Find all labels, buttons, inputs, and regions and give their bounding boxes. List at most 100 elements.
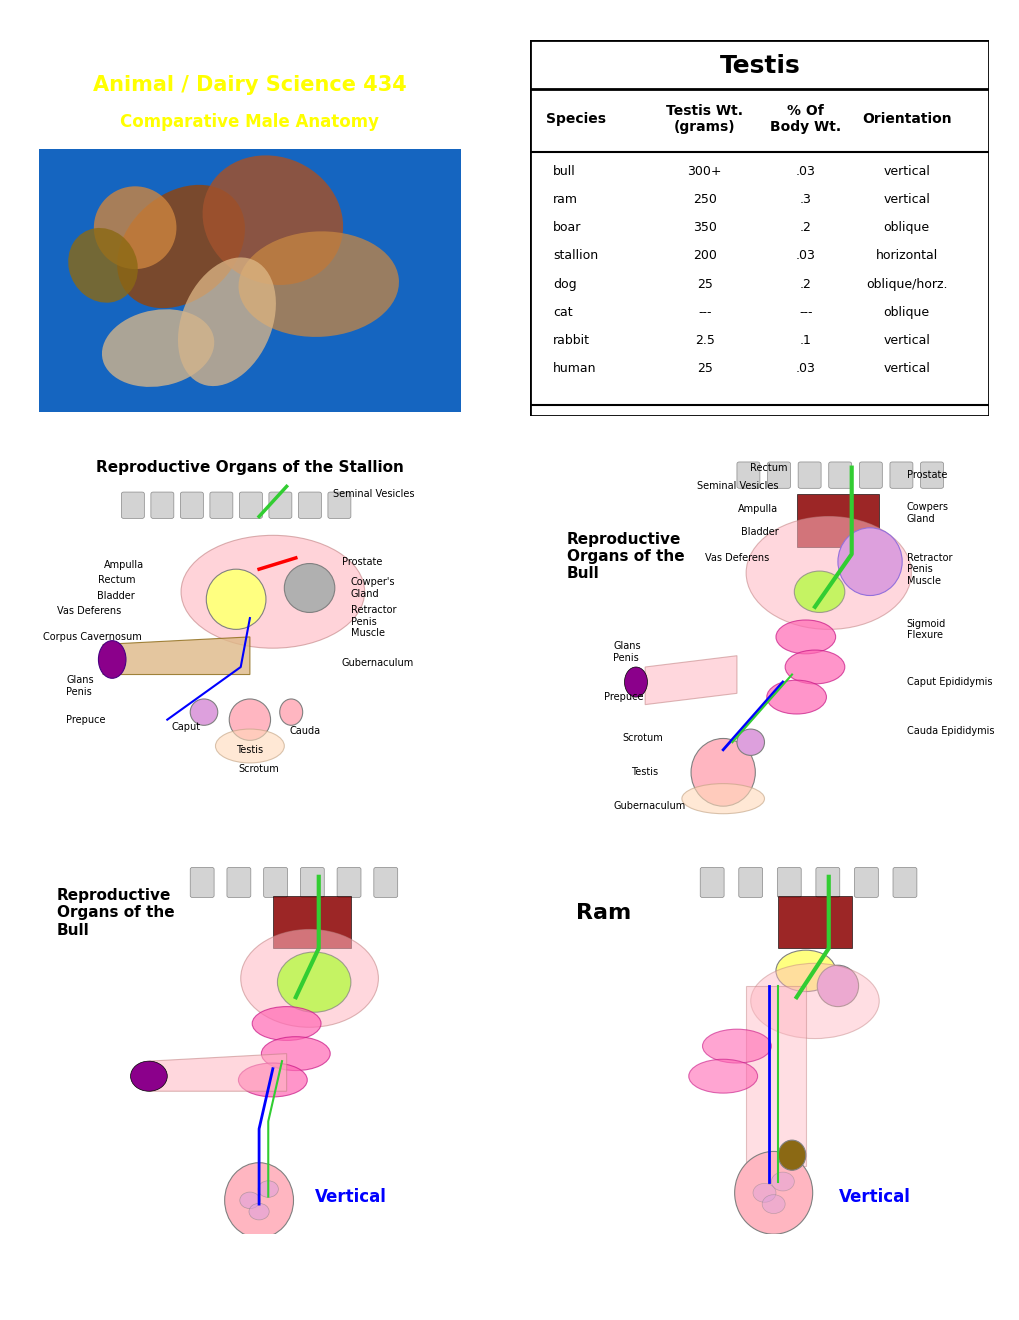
FancyBboxPatch shape [374,867,397,898]
Text: horizontal: horizontal [874,249,937,263]
Text: Gubernaculum: Gubernaculum [612,801,685,812]
Text: Ram: Ram [576,903,631,923]
Ellipse shape [94,186,176,269]
Text: Reproductive Organs of the Stallion: Reproductive Organs of the Stallion [96,461,404,475]
Text: Ampulla: Ampulla [738,504,777,513]
Ellipse shape [261,1036,330,1071]
Ellipse shape [838,528,902,595]
FancyBboxPatch shape [920,462,943,488]
Text: Vertical: Vertical [315,1188,386,1205]
Text: cat: cat [553,306,573,319]
Circle shape [752,1184,775,1203]
Text: Scrotum: Scrotum [622,734,662,743]
Text: oblique/horz.: oblique/horz. [865,277,947,290]
Text: Retractor
Penis
Muscle: Retractor Penis Muscle [906,553,952,586]
Ellipse shape [766,680,825,714]
Text: Sigmoid
Flexure: Sigmoid Flexure [906,619,945,640]
Text: Animal / Dairy Science 434: Animal / Dairy Science 434 [93,75,407,95]
Text: .2: .2 [799,277,811,290]
Text: Testis: Testis [236,744,263,755]
Ellipse shape [203,156,342,285]
FancyBboxPatch shape [815,867,839,898]
Text: .3: .3 [799,193,811,206]
Polygon shape [746,986,805,1167]
Text: 2.5: 2.5 [694,334,714,347]
Text: Rectum: Rectum [98,576,136,586]
Ellipse shape [777,1140,805,1171]
Text: 300+: 300+ [687,165,721,178]
Ellipse shape [794,572,844,612]
Text: Scrotum: Scrotum [238,763,279,774]
FancyBboxPatch shape [191,867,214,898]
Text: 350: 350 [692,222,716,234]
Text: 200: 200 [692,249,716,263]
Ellipse shape [734,1151,812,1234]
Text: Prostate: Prostate [341,557,382,566]
Text: Rectum: Rectum [749,462,787,473]
Text: Corpus Cavernosum: Corpus Cavernosum [44,632,142,642]
Ellipse shape [229,700,270,741]
Circle shape [770,1172,794,1191]
Text: Caput: Caput [171,722,200,733]
Circle shape [130,1061,167,1092]
FancyBboxPatch shape [776,867,801,898]
Text: Cowpers
Gland: Cowpers Gland [906,502,948,524]
FancyBboxPatch shape [797,462,820,488]
Circle shape [258,1181,278,1197]
Circle shape [249,1204,269,1220]
Text: Prepuce: Prepuce [66,714,106,725]
FancyBboxPatch shape [889,462,912,488]
FancyBboxPatch shape [854,867,877,898]
Text: % Of
Body Wt.: % Of Body Wt. [769,103,841,133]
Ellipse shape [102,309,214,387]
Text: .03: .03 [795,249,815,263]
Text: ---: --- [798,306,812,319]
Text: Testis: Testis [631,767,658,777]
Text: Bladder: Bladder [97,590,136,601]
Text: Cauda: Cauda [289,726,320,737]
FancyBboxPatch shape [39,149,461,412]
Polygon shape [796,494,878,546]
Text: Vas Deferens: Vas Deferens [704,553,768,562]
Ellipse shape [279,700,303,725]
Ellipse shape [215,729,284,763]
Text: bull: bull [553,165,576,178]
Text: Vertical: Vertical [838,1188,910,1205]
Text: Testis: Testis [718,54,800,78]
Polygon shape [149,1053,286,1092]
Polygon shape [273,896,351,948]
Ellipse shape [240,929,378,1027]
FancyBboxPatch shape [893,867,916,898]
Text: vertical: vertical [882,362,929,375]
FancyBboxPatch shape [828,462,851,488]
Ellipse shape [238,1063,307,1097]
Text: Reproductive
Organs of the
Bull: Reproductive Organs of the Bull [567,532,684,581]
Text: .2: .2 [799,222,811,234]
Ellipse shape [775,620,835,653]
Text: boar: boar [553,222,581,234]
Ellipse shape [775,950,835,991]
Text: Cauda Epididymis: Cauda Epididymis [906,726,994,737]
Ellipse shape [99,640,126,678]
Polygon shape [103,638,250,675]
Ellipse shape [750,964,878,1039]
Text: Ampulla: Ampulla [104,561,145,570]
Text: Glans
Penis: Glans Penis [612,642,640,663]
FancyBboxPatch shape [336,867,361,898]
FancyBboxPatch shape [738,867,762,898]
Text: Retractor
Penis
Muscle: Retractor Penis Muscle [351,606,396,639]
Text: Species: Species [546,112,605,125]
Text: vertical: vertical [882,334,929,347]
Text: .03: .03 [795,165,815,178]
Ellipse shape [816,965,858,1007]
Text: Comparative Male Anatomy: Comparative Male Anatomy [120,114,379,132]
FancyBboxPatch shape [264,867,287,898]
Ellipse shape [691,738,754,807]
Text: Orientation: Orientation [861,112,951,125]
FancyBboxPatch shape [301,867,324,898]
Ellipse shape [191,700,218,725]
Text: dog: dog [553,277,577,290]
Polygon shape [645,656,736,705]
Ellipse shape [624,667,647,697]
Text: 25: 25 [696,362,712,375]
